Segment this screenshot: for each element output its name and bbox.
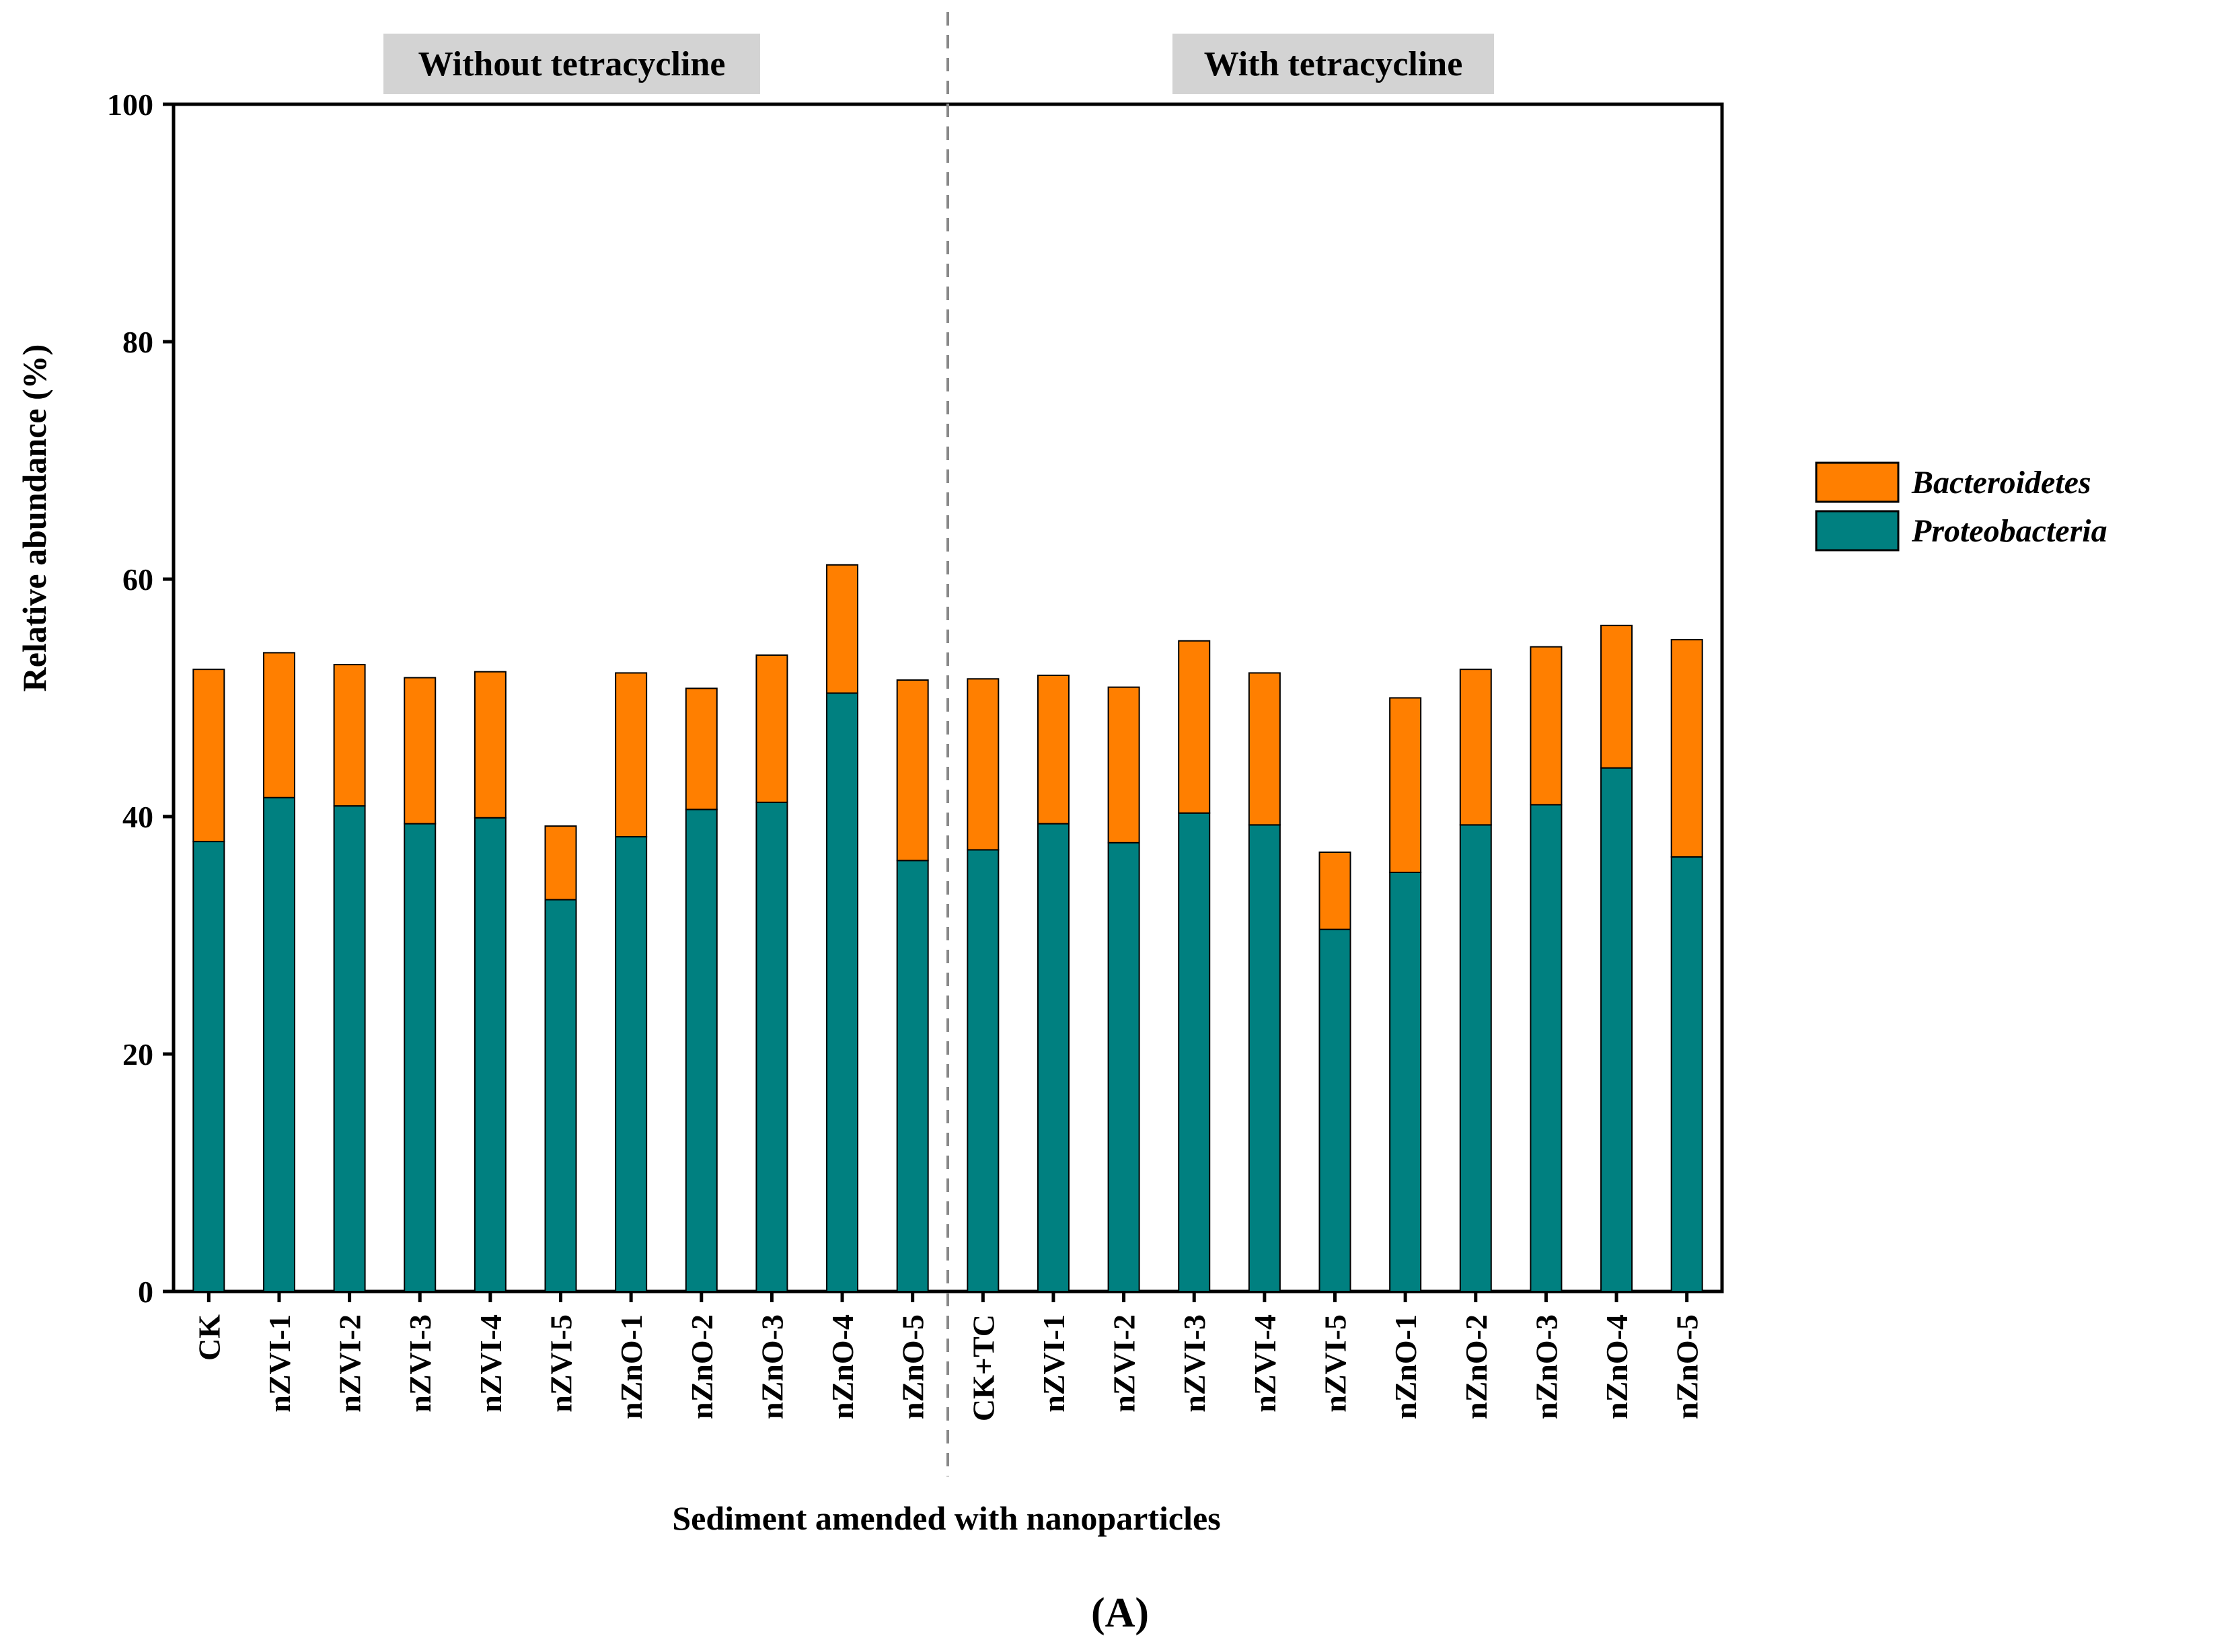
bar-segment-proteobacteria xyxy=(1178,812,1211,1292)
bar-segment-bacteroidetes xyxy=(967,678,1000,851)
bar-segment-bacteroidetes xyxy=(1459,669,1492,826)
bar-segment-proteobacteria xyxy=(1248,824,1281,1292)
bar-segment-bacteroidetes xyxy=(1389,697,1422,873)
y-tick-label: 0 xyxy=(138,1275,153,1309)
x-tick-label: CK xyxy=(192,1314,226,1361)
bar-segment-proteobacteria xyxy=(1318,928,1351,1293)
y-tick-label: 80 xyxy=(122,325,153,359)
bar-segment-proteobacteria xyxy=(333,805,366,1292)
bar-segment-bacteroidetes xyxy=(404,677,437,825)
legend-label: Bacteroidetes xyxy=(1911,465,2091,500)
bar-segment-bacteroidetes xyxy=(1107,686,1140,843)
x-tick-label: nZVI-1 xyxy=(262,1314,297,1413)
x-tick-label: nZVI-4 xyxy=(1248,1314,1282,1413)
group-header-label: With tetracycline xyxy=(1204,45,1463,83)
bar-segment-proteobacteria xyxy=(755,801,788,1292)
bar-segment-proteobacteria xyxy=(1600,767,1633,1292)
y-axis-label: Relative abundance (%) xyxy=(15,344,53,692)
x-axis: CK nZVI-1 nZVI-2 nZVI-3 nZVI-4 nZVI-5 nZnO-1 nZ… xyxy=(192,1291,1705,1421)
x-tick-label: nZnO-1 xyxy=(1388,1314,1423,1419)
bar-segment-bacteroidetes xyxy=(1178,640,1211,814)
bars-layer xyxy=(192,564,1703,1293)
y-axis: 0 20 40 60 80 100 xyxy=(107,87,174,1309)
bar-segment-proteobacteria xyxy=(967,849,1000,1293)
x-tick-label: nZVI-2 xyxy=(333,1314,367,1413)
legend-swatch xyxy=(1815,461,1900,503)
bar-segment-proteobacteria xyxy=(1459,824,1492,1292)
x-tick-label: CK+TC xyxy=(966,1314,1000,1421)
bar-segment-proteobacteria xyxy=(1389,871,1422,1292)
x-tick-label: nZVI-5 xyxy=(1318,1314,1353,1413)
plot-area xyxy=(172,12,1724,1476)
y-tick-label: 40 xyxy=(122,800,153,834)
x-tick-label: nZnO-1 xyxy=(614,1314,648,1419)
bar-segment-proteobacteria xyxy=(1530,804,1563,1292)
x-tick-label: nZVI-3 xyxy=(1177,1314,1211,1413)
bar-segment-bacteroidetes xyxy=(896,679,929,862)
bar-segment-bacteroidetes xyxy=(685,687,718,811)
x-tick-label: nZnO-4 xyxy=(1600,1314,1634,1419)
bar-segment-bacteroidetes xyxy=(615,672,648,838)
legend-swatch xyxy=(1815,510,1900,552)
bar-segment-bacteroidetes xyxy=(1600,624,1633,769)
x-tick-label: nZnO-3 xyxy=(755,1314,789,1419)
bar-segment-bacteroidetes xyxy=(192,669,225,843)
bar-segment-proteobacteria xyxy=(544,899,577,1293)
bar-segment-bacteroidetes xyxy=(1318,851,1351,930)
bar-segment-proteobacteria xyxy=(404,823,437,1292)
x-tick-label: nZVI-1 xyxy=(1037,1314,1071,1413)
bar-segment-proteobacteria xyxy=(192,841,225,1292)
x-tick-label: nZnO-5 xyxy=(896,1314,930,1419)
x-tick-label: nZnO-3 xyxy=(1529,1314,1563,1419)
panel-label: (A) xyxy=(1091,1590,1149,1636)
bar-segment-bacteroidetes xyxy=(262,652,295,798)
bar-segment-proteobacteria xyxy=(1670,856,1703,1292)
bar-segment-bacteroidetes xyxy=(333,664,366,807)
x-tick-label: nZVI-4 xyxy=(474,1314,508,1413)
bar-segment-bacteroidetes xyxy=(1037,674,1070,825)
group-header-box xyxy=(383,34,760,94)
bar-segment-bacteroidetes xyxy=(474,671,507,819)
bar-segment-proteobacteria xyxy=(826,692,859,1292)
x-tick-label: nZVI-5 xyxy=(544,1314,578,1413)
bar-segment-bacteroidetes xyxy=(1248,672,1281,826)
x-tick-label: nZVI-2 xyxy=(1107,1314,1142,1413)
group-header-label: Without tetracycline xyxy=(418,45,726,83)
group-header-box xyxy=(1172,34,1494,94)
bar-segment-bacteroidetes xyxy=(755,654,788,803)
x-tick-label: nZVI-3 xyxy=(403,1314,437,1413)
group-headers: Without tetracycline With tetracycline xyxy=(383,34,1494,94)
legend: Bacteroidetes Proteobacteria xyxy=(1815,461,2107,552)
bar-segment-bacteroidetes xyxy=(826,564,859,694)
y-tick-label: 100 xyxy=(107,87,153,122)
x-tick-label: nZnO-5 xyxy=(1670,1314,1705,1419)
bar-segment-proteobacteria xyxy=(1107,841,1140,1292)
bar-segment-proteobacteria xyxy=(685,809,718,1293)
bar-segment-proteobacteria xyxy=(474,817,507,1292)
bar-segment-proteobacteria xyxy=(262,796,295,1292)
x-tick-label: nZnO-2 xyxy=(1459,1314,1493,1419)
legend-label: Proteobacteria xyxy=(1911,513,2107,549)
bar-segment-proteobacteria xyxy=(1037,823,1070,1292)
bar-segment-bacteroidetes xyxy=(544,825,577,901)
x-axis-label: Sediment amended with nanoparticles xyxy=(672,1499,1220,1537)
bar-segment-proteobacteria xyxy=(896,860,929,1293)
y-tick-label: 20 xyxy=(122,1037,153,1072)
x-tick-label: nZnO-4 xyxy=(825,1314,860,1419)
x-tick-label: nZnO-2 xyxy=(685,1314,719,1419)
bar-segment-proteobacteria xyxy=(615,836,648,1292)
bar-segment-bacteroidetes xyxy=(1530,646,1563,806)
bar-segment-bacteroidetes xyxy=(1670,639,1703,858)
y-tick-label: 60 xyxy=(122,562,153,597)
